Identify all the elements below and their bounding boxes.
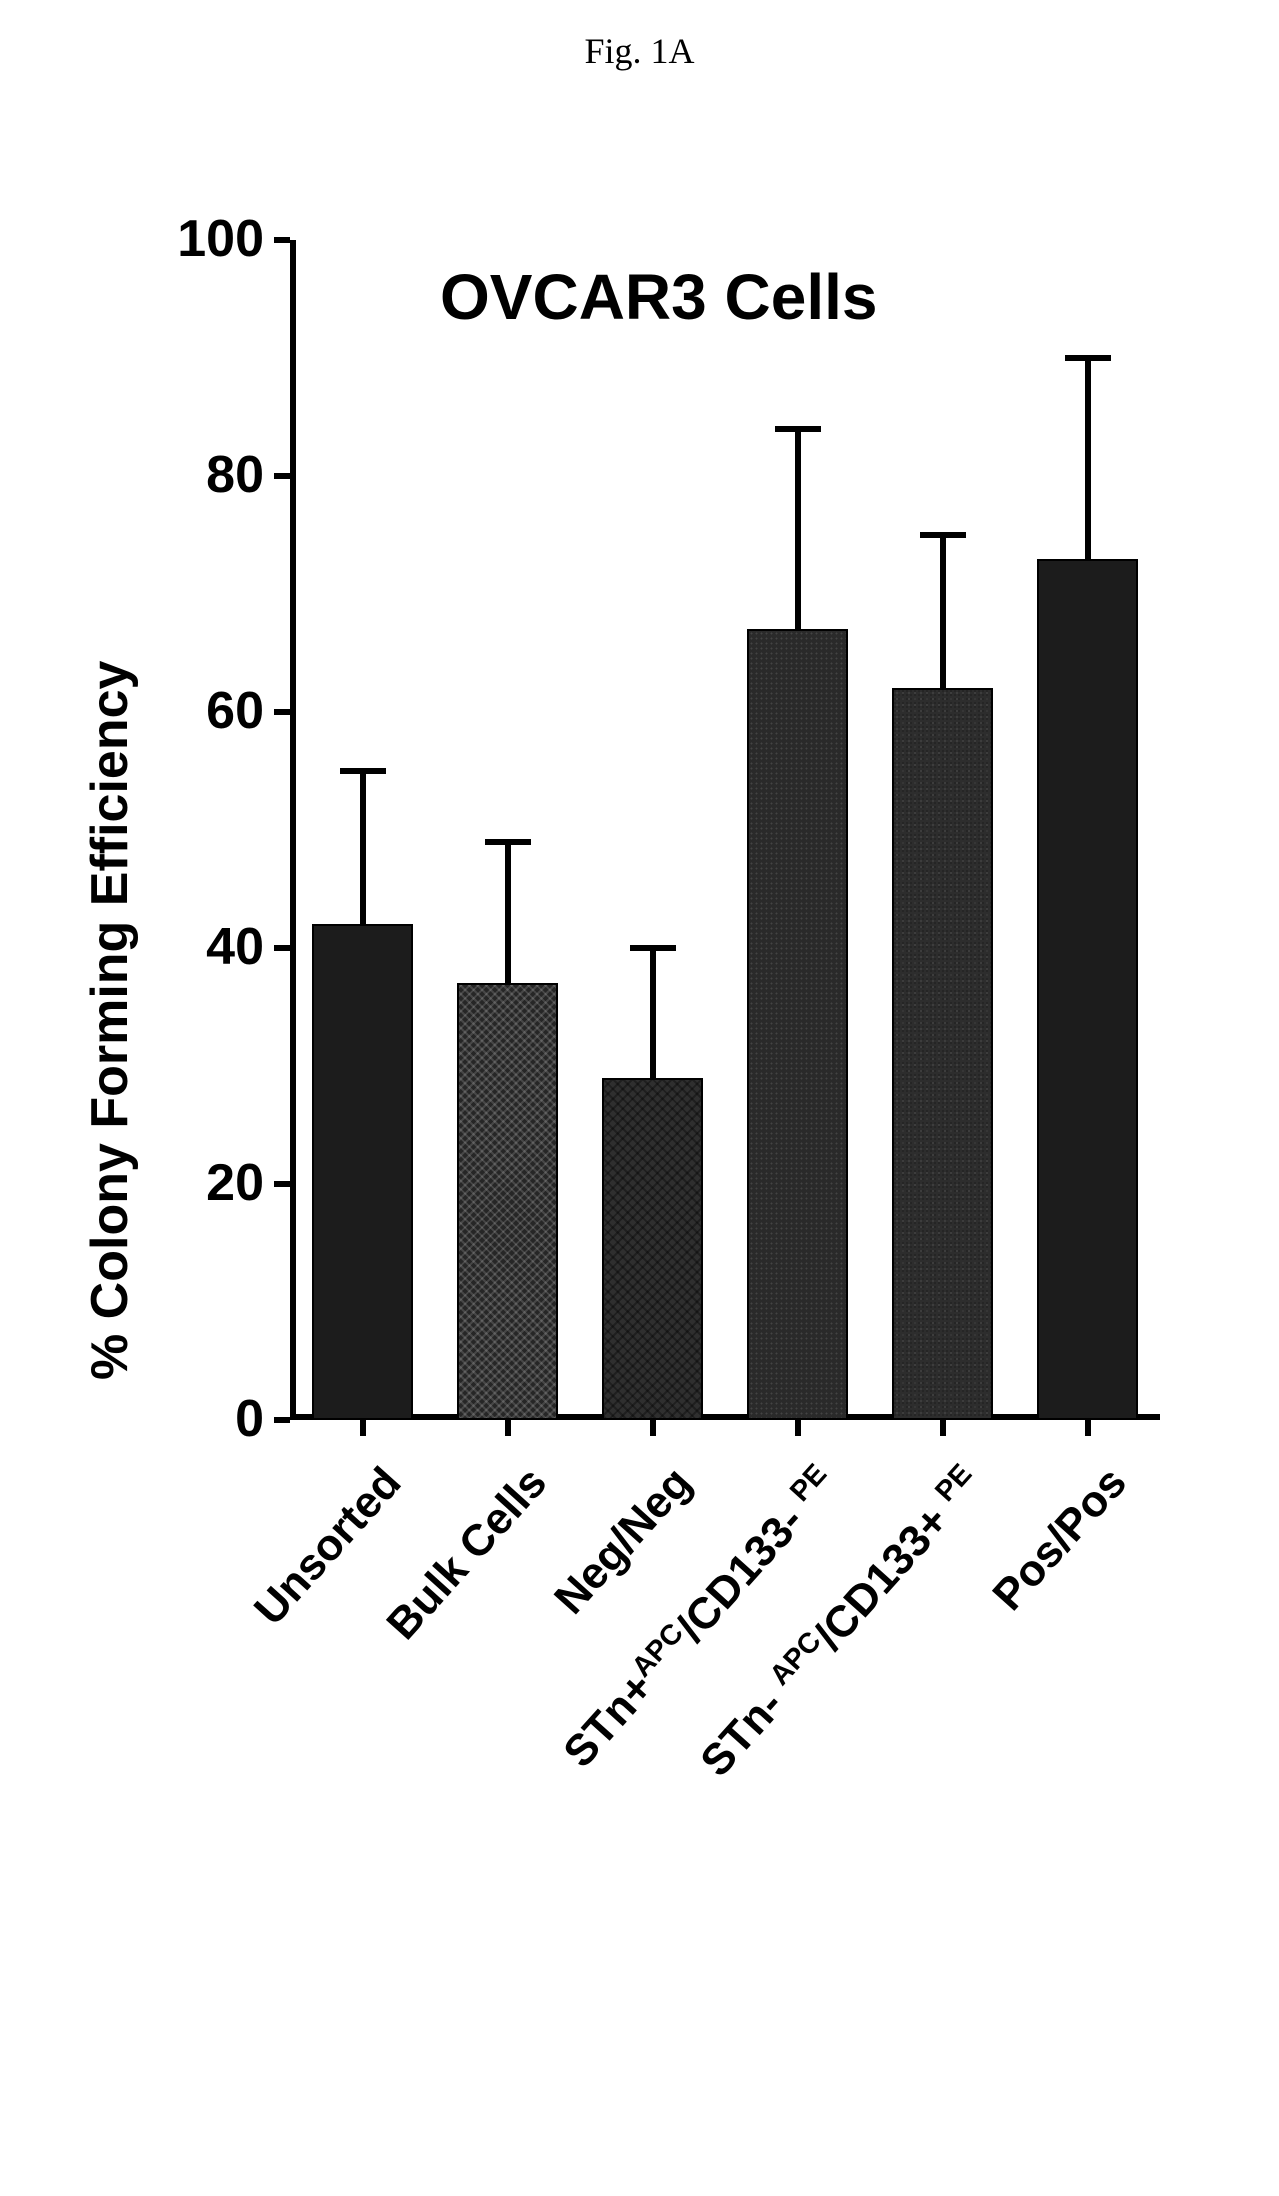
y-tick — [274, 237, 290, 243]
x-tick — [505, 1420, 511, 1436]
x-tick — [1085, 1420, 1091, 1436]
error-bar-cap — [920, 532, 966, 538]
page: Fig. 1A OVCAR3 Cells % Colony Forming Ef… — [0, 0, 1279, 2196]
y-tick-label: 40 — [124, 917, 264, 977]
y-axis-label: % Colony Forming Efficiency — [80, 661, 140, 1380]
category-label: Neg/Neg — [545, 1458, 702, 1624]
y-tick — [274, 1417, 290, 1423]
error-bar-line — [650, 948, 656, 1078]
figure-label: Fig. 1A — [0, 30, 1279, 72]
x-tick — [650, 1420, 656, 1436]
error-bar-cap — [1065, 355, 1111, 361]
category-label: STn+APC/CD133- PE — [553, 1458, 848, 1777]
x-tick — [360, 1420, 366, 1436]
error-bar-cap — [775, 426, 821, 432]
bar — [1037, 559, 1139, 1420]
category-label: Pos/Pos — [983, 1458, 1136, 1620]
y-tick — [274, 473, 290, 479]
bar — [602, 1078, 704, 1420]
x-tick — [795, 1420, 801, 1436]
y-tick — [274, 709, 290, 715]
error-bar-line — [1085, 358, 1091, 559]
error-bar-cap — [340, 768, 386, 774]
bar — [747, 629, 849, 1420]
error-bar-cap — [485, 839, 531, 845]
category-label: STn- APC/CD133+ PE — [690, 1458, 993, 1787]
error-bar-cap — [630, 945, 676, 951]
x-tick — [940, 1420, 946, 1436]
bar — [312, 924, 414, 1420]
bar — [892, 688, 994, 1420]
y-axis — [290, 240, 296, 1420]
y-tick — [274, 1181, 290, 1187]
error-bar-line — [940, 535, 946, 688]
y-tick-label: 80 — [124, 445, 264, 505]
error-bar-line — [795, 429, 801, 630]
error-bar-line — [505, 842, 511, 984]
plot-area: 020406080100UnsortedBulk CellsNeg/NegSTn… — [290, 240, 1160, 1420]
y-tick-label: 0 — [124, 1389, 264, 1449]
x-axis — [290, 1414, 1160, 1420]
y-tick-label: 100 — [124, 209, 264, 269]
error-bar-line — [360, 771, 366, 924]
y-tick-label: 20 — [124, 1153, 264, 1213]
y-tick-label: 60 — [124, 681, 264, 741]
bar — [457, 983, 559, 1420]
y-tick — [274, 945, 290, 951]
